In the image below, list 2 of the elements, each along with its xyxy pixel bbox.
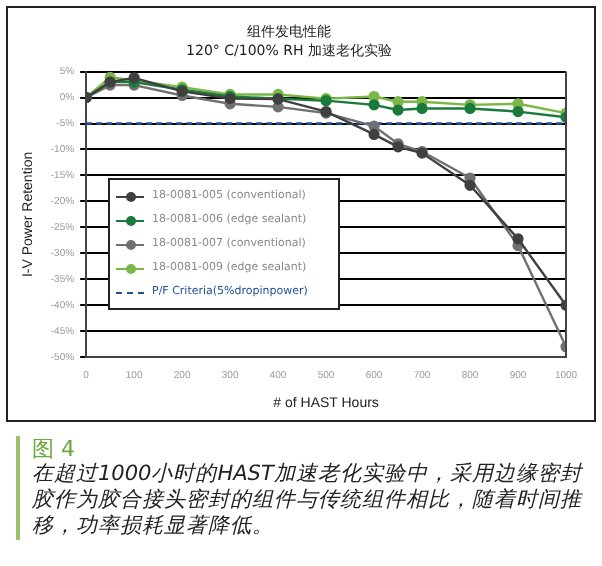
text: 在超过1000小时的HAST加速老化实验中，采用边缘密封胶作为胶合接头密封的组件与传统组件相比，随着时间推移，功率损耗显著降低。 [32,462,585,540]
caption: 图 4 [32,436,75,462]
